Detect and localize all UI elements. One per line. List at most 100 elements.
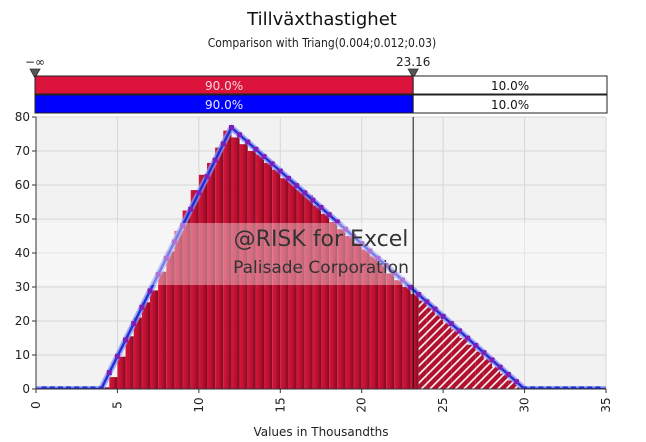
curve-marker [342,226,348,232]
right-delimiter-handle[interactable] [407,68,419,79]
x-tick-label: 15 [273,397,287,412]
curve-marker [359,241,365,247]
curve-marker [473,342,479,348]
curve-marker [228,125,234,131]
histogram-bar [231,137,240,389]
curve-marker [351,233,357,239]
histogram-bar [475,351,484,389]
prob-bar-1-right [412,75,608,95]
curve-marker [587,386,593,389]
histogram-bar [312,205,321,389]
prob-bar-1-right-label: 10.0% [491,79,529,93]
curve-marker [269,161,275,167]
histogram-bar [198,174,207,389]
histogram-bar [386,273,395,389]
histogram-bar [141,302,150,389]
x-axis-title: Values in Thousandths [253,425,388,439]
curve-marker [579,386,585,389]
histogram-bar [133,317,142,389]
curve-marker [294,183,300,189]
probability-bars: 90.0% 10.0% 90.0% 10.0% [34,75,608,114]
x-tick-label: 35 [599,397,613,412]
prob-bar-1-left-label: 90.0% [205,79,243,93]
histogram-bar [361,249,370,389]
curve-marker [481,350,487,356]
curve-marker [570,386,576,389]
curve-marker [114,353,120,359]
histogram-bar [500,373,509,389]
chart-subtitle: Comparison with Triang(0.004;0.012;0.03) [208,36,437,50]
y-axis-ticks: 0 10 20 30 40 50 60 70 80 [15,110,36,396]
x-tick-label: 5 [110,401,124,409]
curve-marker [41,386,47,389]
curve-marker [416,292,422,298]
y-tick-label: 70 [15,144,30,158]
y-tick-label: 20 [15,314,30,328]
watermark-band [36,223,606,285]
histogram-bar [207,162,216,389]
y-tick-label: 0 [22,382,30,396]
histogram-bar [426,307,435,389]
x-tick-label: 25 [436,397,450,412]
curve-marker [180,223,186,229]
x-tick-label: 30 [518,397,532,412]
y-tick-label: 80 [15,110,30,124]
histogram-bar [418,300,427,389]
curve-marker [171,239,177,245]
curve-marker [554,386,560,389]
x-tick-label: 20 [355,397,369,412]
histogram-bar [223,130,232,389]
histogram-bar [296,190,305,389]
curve-marker [106,370,112,376]
right-delimiter-label: 23.16 [396,55,430,69]
histogram-bar [443,322,452,389]
curve-marker [465,335,471,341]
histogram-bar [182,210,191,389]
curve-marker [367,248,373,254]
y-tick-label: 40 [15,246,30,260]
histogram-bar [410,293,419,389]
curve-marker [383,263,389,269]
histogram-bar [239,144,248,389]
curve-marker [98,386,104,389]
prob-bar-2-right [412,94,608,114]
histogram-bar [125,336,134,389]
curve-marker [82,386,88,389]
histogram-bar [459,338,468,389]
x-tick-label: 10 [192,397,206,412]
left-delimiter-label: −∞ [25,55,45,69]
y-tick-label: 50 [15,212,30,226]
histogram-bar [345,236,354,389]
curve-marker [285,175,291,181]
histogram-bar [150,290,159,389]
histogram-bars [101,130,525,389]
left-delimiter-handle[interactable] [29,68,41,79]
curve-marker [66,386,72,389]
histogram-bar [255,154,264,389]
histogram-bar [272,169,281,389]
curve-marker [399,277,405,283]
watermark-line-1: @RISK for Excel [234,227,409,252]
curve-marker [147,288,153,294]
curve-marker [530,386,536,389]
curve-marker [489,357,495,363]
curve-marker [302,190,308,196]
curve-marker [261,154,267,160]
histogram-bar [101,387,110,389]
histogram-bar [483,358,492,389]
curve-marker [163,255,169,261]
histogram-bar [402,287,411,389]
curve-marker [318,204,324,210]
histogram-bar [321,213,330,389]
histogram-bar [378,264,387,389]
curve-marker [505,371,511,377]
histogram-bar [508,380,517,389]
curve-marker [237,132,243,138]
curve-marker [196,190,202,196]
curve-marker [245,139,251,145]
y-tick-label: 30 [15,280,30,294]
curve-marker [123,337,129,343]
curve-marker [440,313,446,319]
curve-marker [74,386,80,389]
